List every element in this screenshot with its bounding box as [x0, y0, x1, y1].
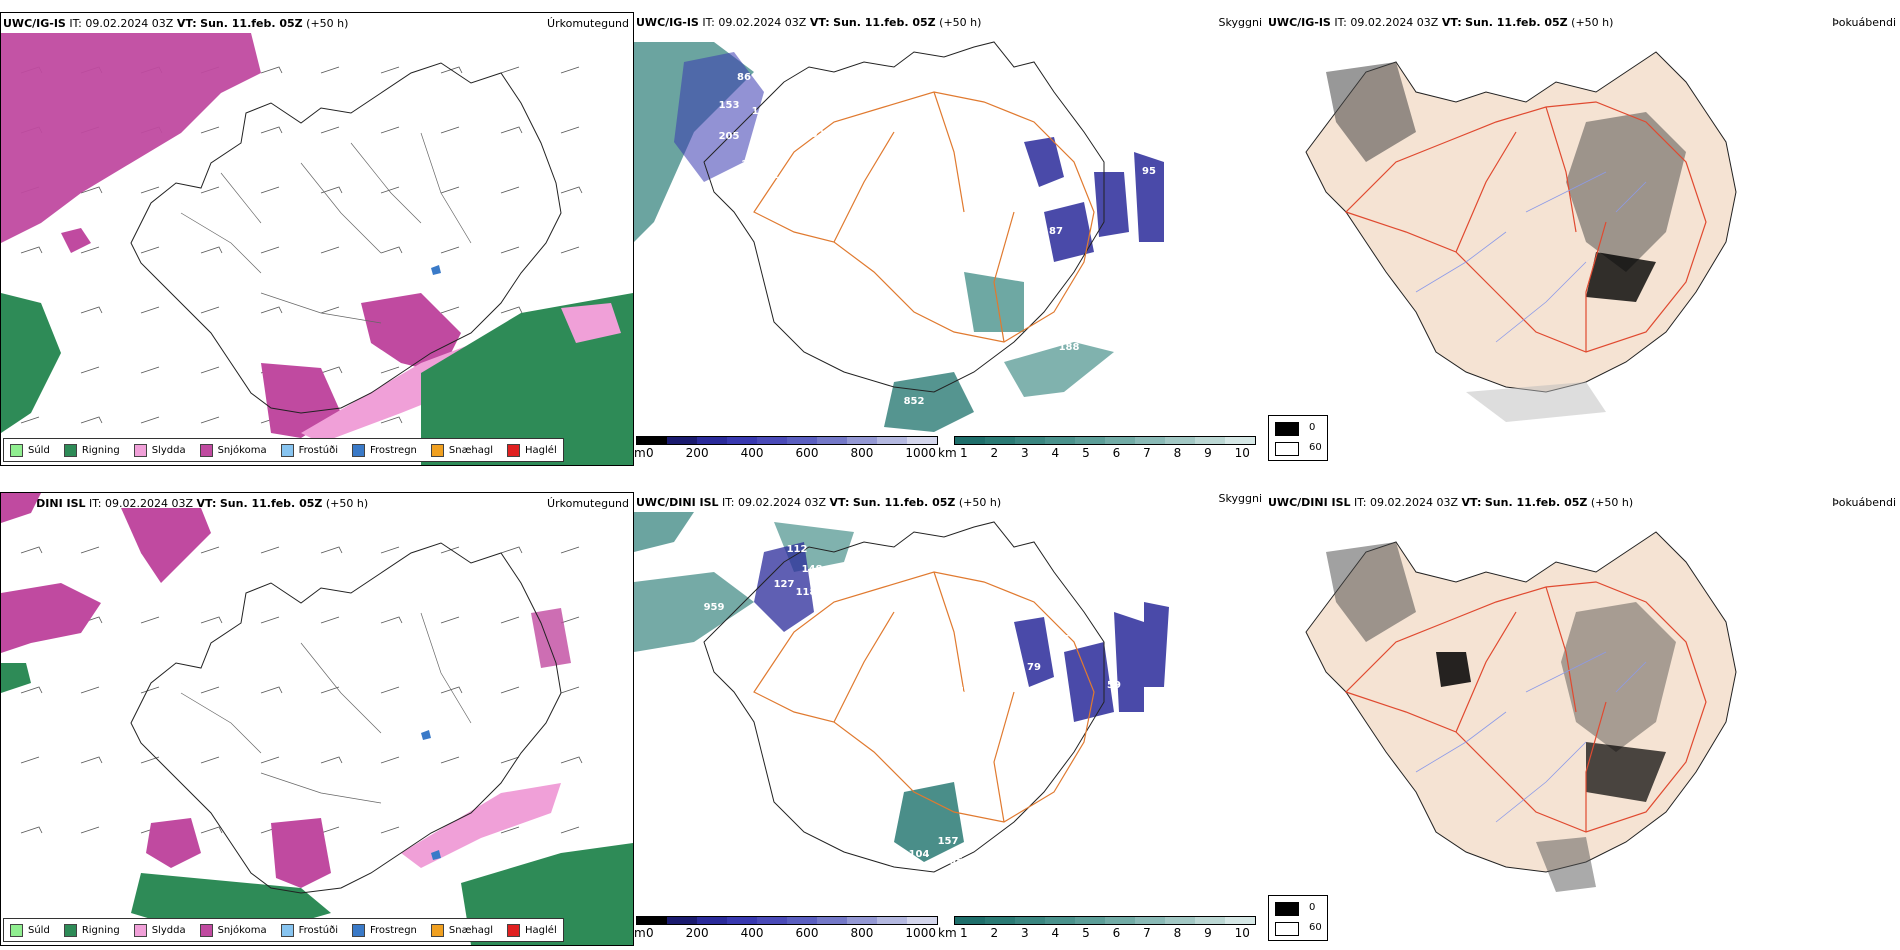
visibility-label: 205: [719, 131, 740, 142]
visibility-label: 67: [1055, 274, 1069, 285]
visibility-label: 88: [1010, 422, 1024, 432]
legend-item: Slydda: [133, 923, 186, 937]
visibility-panel-row1: UWC/IG-IS IT: 09.02.2024 03Z VT: Sun. 11…: [634, 12, 1264, 464]
meter-ticks-row2: 0 200 400 600 800 1000: [646, 926, 936, 940]
fog-panel-row2: UWC/DINI ISL IT: 09.02.2024 03Z VT: Sun.…: [1266, 492, 1900, 944]
km-colorbar-row2: [954, 916, 1256, 925]
fog-map-row1: [1305, 51, 1737, 422]
legend-item: Snæhagl: [430, 443, 493, 457]
legend-item: Haglél: [507, 443, 557, 457]
visibility-label: 112: [787, 544, 808, 555]
visibility-label: 188: [1059, 342, 1080, 353]
visibility-label: 13: [989, 190, 1003, 201]
visibility-header-row2: UWC/DINI ISL IT: 09.02.2024 03Z VT: Sun.…: [636, 496, 1002, 509]
visibility-label: 86: [737, 72, 751, 83]
visibility-title-row1: Skyggni: [1218, 16, 1262, 29]
visibility-label: 104: [909, 849, 930, 860]
visibility-label: 134: [944, 686, 965, 697]
visibility-label: 127: [774, 579, 795, 590]
visibility-label: 12: [960, 646, 974, 657]
precip-legend-row1: Súld Rigning Slydda Snjókoma Frostúði Fr…: [3, 438, 564, 462]
precip-title-row2: Úrkomutegund: [547, 497, 629, 510]
precip-panel-row1: UWC/IG-IS IT: 09.02.2024 03Z VT: Sun. 11…: [0, 12, 634, 466]
visibility-title-row2: Skyggni: [1218, 492, 1262, 505]
visibility-label: 959: [704, 602, 725, 613]
precip-map-row1: [1, 33, 633, 465]
meter-colorbar-row2: [636, 916, 938, 925]
legend-item: Haglél: [507, 923, 557, 937]
km-unit-row2: km: [938, 926, 957, 940]
legend-item: Frostúði: [280, 923, 338, 937]
visibility-label: 117: [979, 422, 1000, 432]
meter-ticks-row1: 0 200 400 600 800 1000: [646, 446, 936, 460]
visibility-map-row2: 112 148 127 118 959 12 134 79 106 16 59 …: [634, 512, 1169, 873]
visibility-label: 59: [1107, 680, 1121, 691]
visibility-label: 95: [1142, 166, 1156, 177]
legend-item: Snjókoma: [199, 923, 267, 937]
precip-legend-row2: Súld Rigning Slydda Snjókoma Frostúði Fr…: [3, 918, 564, 942]
fog-header-row2: UWC/DINI ISL IT: 09.02.2024 03Z VT: Sun.…: [1268, 496, 1634, 509]
visibility-label: 76: [1119, 712, 1133, 723]
visibility-label: 118: [796, 587, 817, 598]
legend-item: Frostregn: [352, 923, 417, 937]
visibility-label: 106: [1049, 634, 1070, 645]
visibility-label: 85: [949, 856, 963, 867]
legend-item: Rigning: [63, 923, 120, 937]
visibility-label: 162: [752, 106, 773, 117]
legend-item: Rigning: [63, 443, 120, 457]
visibility-label: 153: [719, 100, 740, 111]
visibility-label: 82: [1025, 249, 1039, 260]
meter-unit-row2: m: [634, 926, 646, 940]
legend-item: Súld: [10, 443, 50, 457]
precip-header-row2: UWC/DINI ISL IT: 09.02.2024 03Z VT: Sun.…: [3, 497, 369, 510]
legend-item: Frostregn: [352, 443, 417, 457]
legend-item: Snjókoma: [199, 443, 267, 457]
visibility-panel-row2: UWC/DINI ISL IT: 09.02.2024 03Z VT: Sun.…: [634, 492, 1264, 944]
visibility-label: 200: [742, 159, 763, 170]
visibility-label: 83: [1107, 257, 1121, 268]
visibility-label: 102: [1089, 732, 1110, 743]
visibility-label: 141: [758, 170, 779, 181]
meter-unit-row1: m: [634, 446, 646, 460]
visibility-label: 157: [938, 836, 959, 847]
precip-header-row1: UWC/IG-IS IT: 09.02.2024 03Z VT: Sun. 11…: [3, 17, 349, 30]
legend-item: Súld: [10, 923, 50, 937]
precip-map-row2: [1, 493, 633, 945]
visibility-label: 148: [802, 564, 823, 575]
precip-title-row1: Úrkomutegund: [547, 17, 629, 30]
fog-legend-row2: 0 60: [1268, 895, 1328, 941]
meter-colorbar-row1: [636, 436, 938, 445]
visibility-header-row1: UWC/IG-IS IT: 09.02.2024 03Z VT: Sun. 11…: [636, 16, 982, 29]
visibility-label: 16: [1017, 716, 1031, 727]
km-unit-row1: km: [938, 446, 957, 460]
precip-panel-row2: UWC/DINI ISL IT: 09.02.2024 03Z VT: Sun.…: [0, 492, 634, 946]
legend-item: Slydda: [133, 443, 186, 457]
visibility-label: 202: [804, 129, 825, 140]
fog-title-row2: Þokuábendi: [1832, 496, 1896, 509]
visibility-label: 78: [703, 256, 717, 267]
visibility-label: 852: [904, 396, 925, 407]
km-ticks-row1: 1 2 3 4 5 6 7 8 9 10: [960, 446, 1250, 460]
fog-header-row1: UWC/IG-IS IT: 09.02.2024 03Z VT: Sun. 11…: [1268, 16, 1614, 29]
fog-map-row2: [1305, 531, 1737, 892]
km-colorbar-row1: [954, 436, 1256, 445]
fog-panel-row1: UWC/IG-IS IT: 09.02.2024 03Z VT: Sun. 11…: [1266, 12, 1900, 464]
legend-item: Snæhagl: [430, 923, 493, 937]
visibility-label: 87: [1049, 226, 1063, 237]
fog-legend-row1: 0 60: [1268, 415, 1328, 461]
km-ticks-row2: 1 2 3 4 5 6 7 8 9 10: [960, 926, 1250, 940]
visibility-map-row1: 86 153 162 202 205 200 141 78 13 82 87 6…: [634, 41, 1164, 432]
visibility-label: 79: [1027, 662, 1041, 673]
fog-title-row1: Þokuábendi: [1832, 16, 1896, 29]
legend-item: Frostúði: [280, 443, 338, 457]
